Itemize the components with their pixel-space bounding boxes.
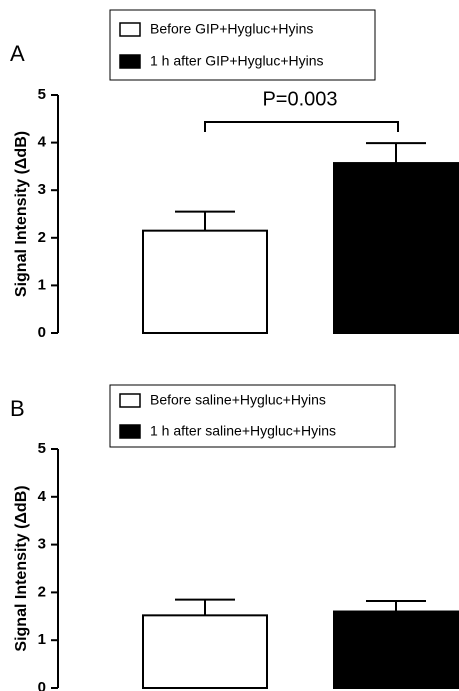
y-tick-label: 2 [38, 229, 46, 246]
y-tick-label: 3 [38, 181, 46, 198]
y-tick-label: 0 [38, 679, 46, 691]
y-tick-label: 0 [38, 324, 46, 341]
y-tick-label: 1 [38, 276, 46, 293]
y-tick-label: 5 [38, 440, 46, 457]
legend-box [109, 384, 396, 448]
y-axis-label: Signal Intensity (ΔdB) [13, 485, 30, 651]
significance-bracket [204, 121, 399, 132]
bar [333, 162, 459, 334]
panel-label: A [10, 41, 25, 66]
legend-box [109, 9, 376, 81]
bar [333, 610, 459, 690]
legend-label: Before saline+Hygluc+Hyins [150, 392, 326, 408]
bar [142, 614, 268, 689]
y-axis-label: Signal Intensity (ΔdB) [13, 131, 30, 297]
panel-label: B [10, 396, 25, 421]
bar [142, 229, 268, 334]
y-tick-label: 3 [38, 536, 46, 553]
legend-label: Before GIP+Hygluc+Hyins [150, 21, 313, 37]
y-tick-label: 2 [38, 583, 46, 600]
legend-label: 1 h after GIP+Hygluc+Hyins [150, 53, 324, 69]
legend-swatch [119, 54, 141, 69]
legend-swatch [119, 393, 141, 408]
legend-swatch [119, 424, 141, 439]
legend-swatch [119, 22, 141, 37]
y-tick-label: 5 [38, 86, 46, 103]
y-tick-label: 1 [38, 631, 46, 648]
significance-label: P=0.003 [262, 88, 337, 110]
y-tick-label: 4 [38, 134, 47, 151]
legend-label: 1 h after saline+Hygluc+Hyins [150, 423, 336, 439]
y-tick-label: 4 [38, 488, 47, 505]
